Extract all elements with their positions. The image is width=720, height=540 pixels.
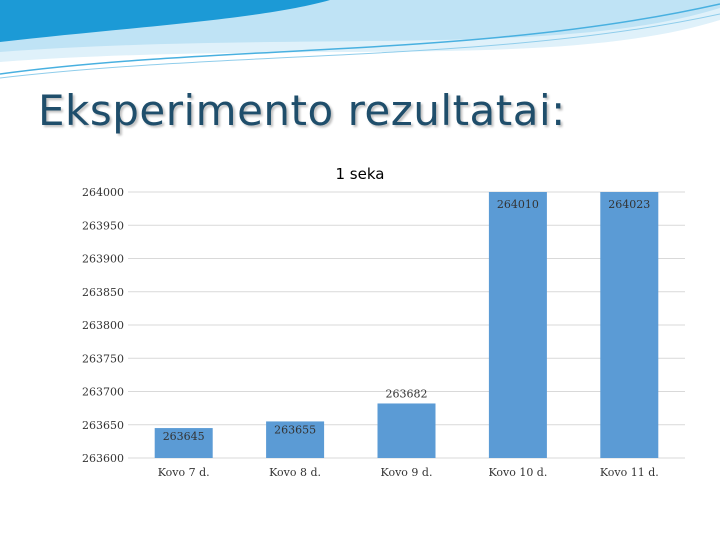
data-label: 264010 [497,198,539,211]
x-category-label: Kovo 10 d. [488,466,547,479]
y-tick-label: 263750 [82,352,124,365]
bars [154,192,659,458]
bar [377,403,436,458]
swoosh-line [0,3,720,75]
x-category-label: Kovo 7 d. [158,466,210,479]
data-label: 264023 [608,198,650,211]
bar [154,428,213,458]
x-category-label: Kovo 11 d. [600,466,659,479]
y-tick-label: 263650 [82,419,124,432]
slide-title: Eksperimento rezultatai: [38,86,566,135]
x-category-label: Kovo 9 d. [381,466,433,479]
x-axis-category-labels: Kovo 7 d. Kovo 8 d. Kovo 9 d. Kovo 10 d. Kov… [158,466,659,479]
data-label: 263655 [274,423,316,436]
swoosh-main [0,0,330,42]
header-swoosh-decoration [0,0,720,79]
y-tick-label: 263950 [82,219,124,232]
y-tick-label: 264000 [82,186,124,199]
grid-lines [128,191,685,459]
y-tick-label: 263800 [82,319,124,332]
bar [266,421,325,458]
swoosh-line [0,13,720,79]
data-label: 263645 [163,430,205,443]
y-tick-label: 263600 [82,452,124,465]
y-axis-tick-labels: 263600 263650 263700 263750 263800 263850 2639… [82,186,124,465]
x-category-label: Kovo 8 d. [269,466,321,479]
bar [488,192,547,458]
y-tick-label: 263900 [82,253,124,266]
chart-title: 1 seka [336,165,385,183]
bar [600,192,659,458]
data-labels: 263645 263655 263682 264010 264023 [163,198,651,443]
data-label: 263682 [386,387,428,400]
y-tick-label: 263700 [82,386,124,399]
y-tick-label: 263850 [82,286,124,299]
